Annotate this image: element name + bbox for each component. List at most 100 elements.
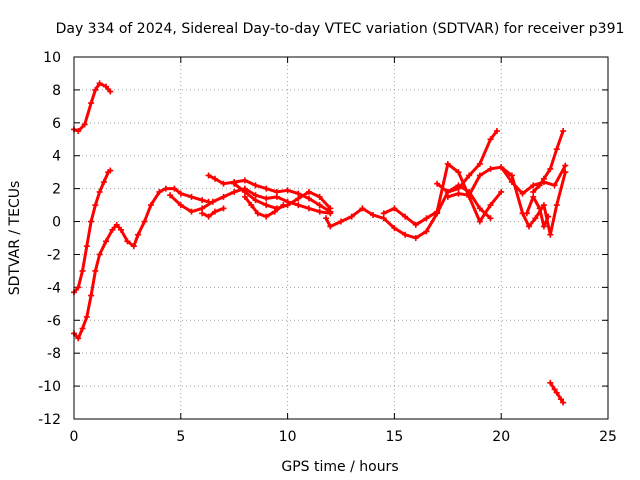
data-point-plus-marker	[263, 195, 270, 202]
data-point-plus-marker	[498, 164, 505, 171]
data-point-plus-marker	[434, 180, 441, 187]
data-point-plus-marker	[466, 192, 473, 199]
data-point-plus-marker	[547, 231, 554, 238]
data-point-plus-marker	[551, 182, 558, 189]
data-point-plus-marker	[75, 335, 82, 342]
data-point-plus-marker	[402, 213, 409, 220]
data-point-plus-marker	[558, 396, 565, 403]
data-point-plus-marker	[205, 213, 212, 220]
data-point-plus-marker	[280, 202, 287, 209]
data-point-plus-marker	[96, 188, 103, 195]
data-point-plus-marker	[305, 205, 312, 212]
data-point-plus-marker	[316, 202, 323, 209]
data-point-plus-marker	[532, 215, 539, 222]
data-point-plus-marker	[553, 202, 560, 209]
data-point-plus-marker	[252, 197, 259, 204]
data-point-plus-marker	[305, 188, 312, 195]
data-point-plus-marker	[177, 202, 184, 209]
y-tick-label: 2	[52, 182, 61, 198]
data-point-plus-marker	[107, 88, 114, 95]
series-track-8	[199, 205, 227, 220]
series-line	[435, 182, 492, 220]
data-point-plus-marker	[530, 188, 537, 195]
series-line	[200, 206, 225, 219]
data-point-plus-marker	[327, 205, 334, 212]
series-track-16	[547, 379, 567, 406]
data-point-plus-marker	[103, 238, 110, 245]
data-point-plus-marker	[254, 210, 261, 217]
data-point-plus-marker	[476, 172, 483, 179]
data-point-plus-marker	[75, 284, 82, 291]
x-tick-label: 0	[70, 429, 79, 445]
data-point-plus-marker	[88, 292, 95, 299]
data-point-plus-marker	[199, 210, 206, 217]
series-track-12	[444, 162, 569, 200]
data-point-plus-marker	[295, 195, 302, 202]
data-point-plus-marker	[487, 165, 494, 172]
data-point-plus-marker	[177, 190, 184, 197]
data-point-plus-marker	[231, 188, 238, 195]
data-point-plus-marker	[83, 313, 90, 320]
data-point-plus-marker	[423, 215, 430, 222]
y-tick-label: -2	[47, 247, 61, 263]
x-tick-label: 5	[176, 429, 185, 445]
data-point-plus-marker	[487, 136, 494, 143]
data-point-plus-marker	[92, 202, 99, 209]
data-point-plus-marker	[540, 223, 547, 230]
series-track-15	[530, 128, 567, 195]
data-point-plus-marker	[380, 210, 387, 217]
data-point-plus-marker	[455, 190, 462, 197]
data-point-plus-marker	[156, 188, 163, 195]
data-point-plus-marker	[81, 121, 88, 128]
data-point-plus-marker	[547, 165, 554, 172]
data-point-plus-marker	[124, 238, 131, 245]
data-point-plus-marker	[434, 208, 441, 215]
data-point-plus-marker	[338, 218, 344, 225]
x-tick-label: 20	[492, 429, 510, 445]
data-point-plus-marker	[88, 100, 95, 107]
data-point-plus-marker	[109, 226, 116, 233]
data-point-plus-marker	[540, 202, 547, 209]
data-point-plus-marker	[455, 169, 462, 176]
data-point-plus-marker	[211, 208, 218, 215]
y-tick-label: -4	[47, 280, 61, 296]
data-point-plus-marker	[231, 180, 238, 187]
data-point-plus-marker	[220, 193, 227, 200]
data-point-plus-marker	[519, 190, 526, 197]
y-tick-label: -6	[47, 313, 61, 329]
y-tick-label: 10	[43, 50, 61, 66]
data-point-plus-marker	[540, 175, 547, 182]
data-point-plus-marker	[536, 182, 543, 189]
data-point-plus-marker	[562, 169, 569, 176]
data-point-plus-marker	[271, 208, 278, 215]
x-axis-label: GPS time / hours	[281, 459, 398, 475]
data-point-plus-marker	[551, 386, 558, 393]
series-track-11	[434, 180, 494, 222]
x-tick-label: 10	[279, 429, 297, 445]
data-point-plus-marker	[263, 185, 270, 192]
data-point-plus-marker	[130, 243, 137, 250]
series-line	[531, 129, 565, 194]
data-point-plus-marker	[476, 205, 483, 212]
series-track-14	[523, 193, 552, 230]
y-tick-label: 8	[52, 83, 61, 99]
data-point-plus-marker	[79, 325, 86, 332]
data-point-plus-marker	[391, 205, 398, 212]
series-layer	[71, 80, 569, 406]
y-tick-label: 0	[52, 215, 61, 231]
data-point-plus-marker	[487, 215, 494, 222]
data-point-plus-marker	[323, 215, 330, 222]
data-point-plus-marker	[188, 208, 195, 215]
series-track-2	[71, 167, 114, 296]
plot-frame	[73, 56, 609, 420]
data-point-plus-marker	[241, 177, 248, 184]
data-point-plus-marker	[391, 225, 398, 232]
data-point-plus-marker	[199, 197, 206, 204]
series-line	[324, 129, 499, 240]
series-track-7	[241, 193, 287, 220]
data-point-plus-marker	[525, 223, 532, 230]
data-point-plus-marker	[263, 213, 270, 220]
data-point-plus-marker	[220, 180, 227, 187]
data-point-plus-marker	[402, 231, 409, 238]
